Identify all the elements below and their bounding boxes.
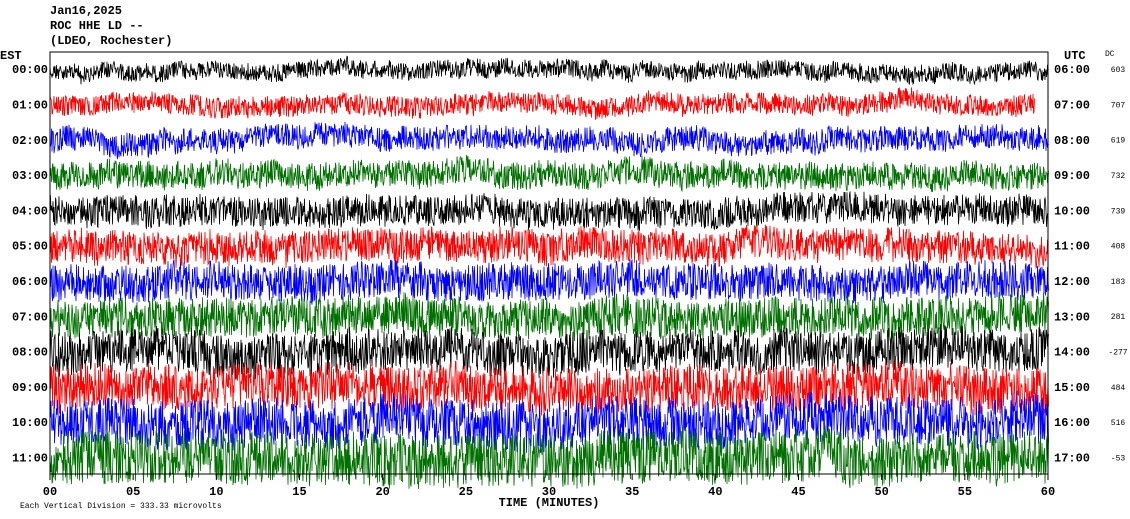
utc-row-label: 07:00 xyxy=(1054,98,1090,112)
dc-value: 281 xyxy=(1111,313,1126,322)
dc-value: 408 xyxy=(1111,243,1126,252)
utc-label: UTC xyxy=(1064,49,1086,63)
x-tick-label: 15 xyxy=(292,485,306,499)
trace xyxy=(49,121,1049,160)
dc-value: 516 xyxy=(1111,419,1126,428)
x-tick-label: 30 xyxy=(542,485,556,499)
date: Jan16,2025 xyxy=(50,4,122,18)
trace xyxy=(49,224,1049,270)
utc-row-label: 09:00 xyxy=(1054,169,1090,183)
x-tick-label: 40 xyxy=(708,485,722,499)
x-tick-label: 25 xyxy=(459,485,473,499)
trace xyxy=(49,291,1049,343)
footnote: Each Vertical Division = 333.33 microvol… xyxy=(20,502,222,511)
est-label: EST xyxy=(0,49,22,63)
dc-value: 732 xyxy=(1111,172,1126,181)
utc-row-label: 13:00 xyxy=(1054,310,1090,324)
x-tick-label: 05 xyxy=(126,485,140,499)
dc-label: DC xyxy=(1105,50,1115,59)
dc-value: 619 xyxy=(1111,137,1126,146)
trace xyxy=(49,324,1049,380)
dc-value: 739 xyxy=(1111,207,1126,216)
utc-row-label: 08:00 xyxy=(1054,134,1090,148)
x-tick-label: 45 xyxy=(791,485,805,499)
traces xyxy=(49,55,1049,490)
trace xyxy=(49,55,1049,86)
utc-row-label: 15:00 xyxy=(1054,381,1090,395)
trace xyxy=(49,390,1049,454)
location: (LDEO, Rochester) xyxy=(50,34,172,48)
trace xyxy=(49,191,1049,231)
est-row-label: 02:00 xyxy=(12,134,48,148)
utc-row-label: 06:00 xyxy=(1054,63,1090,77)
x-tick-label: 55 xyxy=(958,485,972,499)
x-tick-label: 10 xyxy=(209,485,223,499)
trace xyxy=(49,154,1049,193)
trace xyxy=(49,259,1049,305)
trace xyxy=(49,424,1049,490)
dc-value: 707 xyxy=(1111,101,1126,110)
x-tick-label: 60 xyxy=(1041,485,1055,499)
est-row-label: 07:00 xyxy=(12,310,48,324)
est-row-label: 09:00 xyxy=(12,381,48,395)
trace xyxy=(49,360,1049,418)
utc-row-label: 16:00 xyxy=(1054,416,1090,430)
x-tick-label: 20 xyxy=(375,485,389,499)
utc-row-label: 12:00 xyxy=(1054,275,1090,289)
est-row-label: 04:00 xyxy=(12,204,48,218)
x-tick-label: 35 xyxy=(625,485,639,499)
est-row-label: 05:00 xyxy=(12,240,48,254)
x-tick-label: 50 xyxy=(874,485,888,499)
dc-value: 603 xyxy=(1111,66,1126,75)
est-row-label: 01:00 xyxy=(12,98,48,112)
x-tick-label: 00 xyxy=(43,485,57,499)
est-row-label: 03:00 xyxy=(12,169,48,183)
station: ROC HHE LD -- xyxy=(50,19,144,33)
utc-row-label: 10:00 xyxy=(1054,204,1090,218)
est-row-label: 10:00 xyxy=(12,416,48,430)
dc-value: -277 xyxy=(1108,349,1127,358)
est-row-label: 06:00 xyxy=(12,275,48,289)
dc-value: 484 xyxy=(1111,384,1126,393)
utc-row-label: 14:00 xyxy=(1054,346,1090,360)
est-row-label: 11:00 xyxy=(12,451,48,465)
dc-value: 183 xyxy=(1111,278,1126,287)
utc-row-label: 17:00 xyxy=(1054,451,1090,465)
est-row-label: 08:00 xyxy=(12,346,48,360)
utc-row-label: 11:00 xyxy=(1054,240,1090,254)
trace xyxy=(49,87,1035,120)
x-axis-label: TIME (MINUTES) xyxy=(499,496,600,510)
dc-value: -53 xyxy=(1111,454,1126,463)
est-row-label: 00:00 xyxy=(12,63,48,77)
